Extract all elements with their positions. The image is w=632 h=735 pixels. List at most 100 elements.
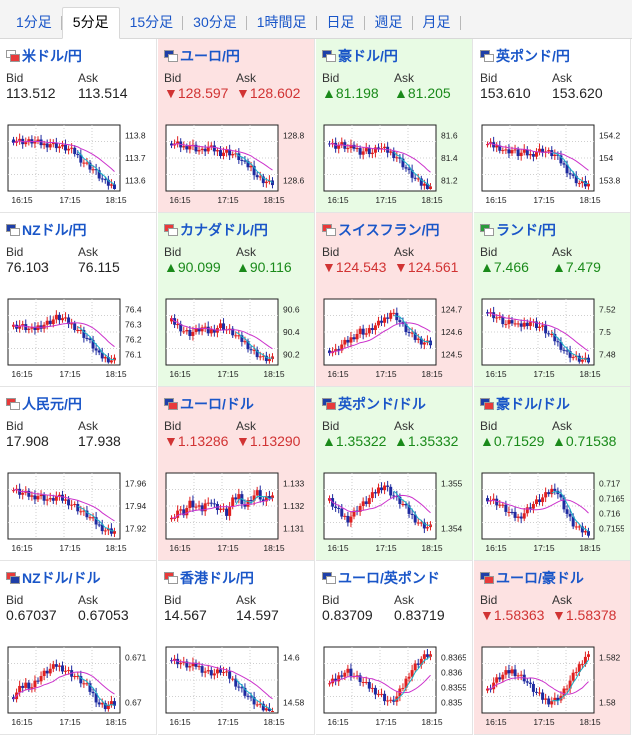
y-tick-label: 17.96 bbox=[125, 479, 147, 489]
currency-panel[interactable]: カナダドル/円 Bid Ask ▲90.099 ▲90.116 90.6 90.4 90.2 1… bbox=[158, 213, 315, 387]
pair-title[interactable]: NZドル/円 bbox=[6, 221, 87, 239]
candle-body bbox=[234, 497, 238, 500]
currency-panel[interactable]: 豪ドル/円 Bid Ask ▲81.198 ▲81.205 81.6 81.4 81.2 16:… bbox=[316, 39, 473, 213]
currency-panel[interactable]: ランド/円 Bid Ask ▲7.466 ▲7.479 7.52 7.5 7.48 16:15 1… bbox=[474, 213, 631, 387]
candle-body bbox=[27, 682, 31, 689]
candle-body bbox=[419, 178, 423, 186]
flag-icon bbox=[322, 224, 336, 236]
pair-title[interactable]: ユーロ/英ポンド bbox=[322, 569, 440, 587]
x-tick-label: 16:15 bbox=[169, 369, 191, 379]
candle-body bbox=[541, 148, 545, 153]
tab-15min[interactable]: 15分足 bbox=[120, 8, 184, 38]
pair-title[interactable]: ユーロ/ドル bbox=[164, 395, 254, 413]
price-chart[interactable]: 128.8 128.6 16:15 17:15 18:15 bbox=[162, 119, 308, 209]
moving-average-slow bbox=[13, 322, 115, 348]
currency-panel[interactable]: 豪ドル/ドル Bid Ask ▲0.71529 ▲0.71538 0.717 0.7165 0… bbox=[474, 387, 631, 561]
price-chart[interactable]: 17.96 17.94 17.92 16:15 17:15 18:15 bbox=[4, 467, 150, 557]
price-chart[interactable]: 90.6 90.4 90.2 16:15 17:15 18:15 bbox=[162, 293, 308, 383]
candle-body bbox=[519, 152, 523, 157]
currency-panel[interactable]: ユーロ/英ポンド Bid Ask 0.83709 0.83719 0.8365 0.836 0… bbox=[316, 561, 473, 735]
x-tick-label: 17:15 bbox=[375, 369, 397, 379]
currency-panel[interactable]: スイスフラン/円 Bid Ask ▼124.543 ▼124.561 124.7 124.6… bbox=[316, 213, 473, 387]
candle-body bbox=[258, 176, 262, 178]
candle-body bbox=[361, 681, 365, 683]
candle-body bbox=[389, 699, 393, 701]
down-arrow-icon: ▼ bbox=[552, 607, 566, 623]
price-chart[interactable]: 76.4 76.3 76.2 76.1 16:15 17:15 18:15 bbox=[4, 293, 150, 383]
currency-panel[interactable]: ユーロ/円 Bid Ask ▼128.597 ▼128.602 128.8 128.6 16:… bbox=[158, 39, 315, 213]
currency-panel[interactable]: ユーロ/ドル Bid Ask ▼1.13286 ▼1.13290 1.133 1.132 1.… bbox=[158, 387, 315, 561]
tab-weekly[interactable]: 週足 bbox=[365, 8, 413, 38]
currency-panel[interactable]: NZドル/円 Bid Ask 76.103 76.115 76.4 76.3 76.2 76.1… bbox=[0, 213, 157, 387]
candle-body bbox=[534, 691, 538, 693]
price-chart[interactable]: 7.52 7.5 7.48 16:15 17:15 18:15 bbox=[478, 293, 624, 383]
pair-title[interactable]: 英ポンド/ドル bbox=[322, 395, 426, 413]
pair-title[interactable]: ランド/円 bbox=[480, 221, 556, 239]
pair-title[interactable]: 米ドル/円 bbox=[6, 47, 82, 65]
tab-monthly[interactable]: 月足 bbox=[413, 8, 461, 38]
currency-panel[interactable]: 英ポンド/円 Bid Ask 153.610 153.620 154.2 154 153.8 1… bbox=[474, 39, 631, 213]
currency-grid: 米ドル/円 Bid Ask 113.512 113.514 113.8 113.7 113.6… bbox=[0, 39, 632, 735]
price-chart[interactable]: 1.133 1.132 1.131 16:15 17:15 18:15 bbox=[162, 467, 308, 557]
pair-name: ユーロ/英ポンド bbox=[338, 570, 440, 586]
currency-panel[interactable]: 英ポンド/ドル Bid Ask ▲1.35322 ▲1.35332 1.355 1.354 1… bbox=[316, 387, 473, 561]
ask-label: Ask bbox=[552, 245, 573, 259]
currency-panel[interactable]: 人民元/円 Bid Ask 17.908 17.938 17.96 17.94 17.92 16… bbox=[0, 387, 157, 561]
price-chart[interactable]: 14.6 14.58 16:15 17:15 18:15 bbox=[162, 641, 308, 731]
currency-panel[interactable]: 米ドル/円 Bid Ask 113.512 113.514 113.8 113.7 113.6… bbox=[0, 39, 157, 213]
price-chart[interactable]: 0.717 0.7165 0.716 0.7155 16:15 17:15 18:15 bbox=[478, 467, 624, 557]
currency-panel[interactable]: 香港ドル/円 Bid Ask 14.567 14.597 14.6 14.58 16:15 17… bbox=[158, 561, 315, 735]
x-tick-label: 17:15 bbox=[533, 369, 555, 379]
pair-title[interactable]: NZドル/ドル bbox=[6, 569, 101, 587]
pair-title[interactable]: 豪ドル/円 bbox=[322, 47, 398, 65]
tab-1min[interactable]: 1分足 bbox=[6, 8, 62, 38]
flag-icon bbox=[480, 224, 494, 236]
candle-body bbox=[255, 704, 259, 706]
price-chart[interactable]: 0.8365 0.836 0.8355 0.835 16:15 17:15 18:15 bbox=[320, 641, 466, 731]
candle-body bbox=[264, 181, 268, 184]
ask-number: 81.205 bbox=[407, 85, 451, 101]
price-chart[interactable]: 124.7 124.6 124.5 16:15 17:15 18:15 bbox=[320, 293, 466, 383]
pair-title[interactable]: スイスフラン/円 bbox=[322, 221, 439, 239]
price-chart[interactable]: 154.2 154 153.8 16:15 17:15 18:15 bbox=[478, 119, 624, 209]
price-chart[interactable]: 1.582 1.58 16:15 17:15 18:15 bbox=[478, 641, 624, 731]
tab-daily[interactable]: 日足 bbox=[317, 8, 365, 38]
candle-body bbox=[97, 524, 101, 526]
candle-body bbox=[73, 504, 77, 506]
candle-body bbox=[553, 697, 557, 702]
candle-body bbox=[218, 323, 222, 329]
currency-panel[interactable]: ユーロ/豪ドル Bid Ask ▼1.58363 ▼1.58378 1.582 1.58 16… bbox=[474, 561, 631, 735]
candle-body bbox=[343, 672, 347, 677]
pair-title[interactable]: ユーロ/円 bbox=[164, 47, 240, 65]
candle-body bbox=[203, 148, 207, 152]
candle-body bbox=[112, 531, 116, 534]
moving-average-fast bbox=[393, 315, 431, 344]
pair-title[interactable]: 香港ドル/円 bbox=[164, 569, 254, 587]
tab-5min[interactable]: 5分足 bbox=[61, 7, 120, 39]
price-chart[interactable]: 81.6 81.4 81.2 16:15 17:15 18:15 bbox=[320, 119, 466, 209]
price-chart[interactable]: 0.671 0.67 16:15 17:15 18:15 bbox=[4, 641, 150, 731]
x-tick-label: 17:15 bbox=[59, 717, 81, 727]
pair-title[interactable]: 人民元/円 bbox=[6, 395, 82, 413]
ask-label: Ask bbox=[78, 71, 99, 85]
pair-title[interactable]: ユーロ/豪ドル bbox=[480, 569, 584, 587]
pair-title[interactable]: 英ポンド/円 bbox=[480, 47, 570, 65]
bid-label: Bid bbox=[164, 593, 182, 607]
candle-body bbox=[67, 317, 71, 325]
candle-body bbox=[231, 328, 235, 336]
candle-body bbox=[27, 139, 31, 143]
candle-body bbox=[410, 169, 414, 178]
bid-number: 1.58363 bbox=[493, 607, 545, 623]
price-chart[interactable]: 113.8 113.7 113.6 16:15 17:15 18:15 bbox=[4, 119, 150, 209]
currency-panel[interactable]: NZドル/ドル Bid Ask 0.67037 0.67053 0.671 0.67 16:1… bbox=[0, 561, 157, 735]
pair-title[interactable]: 豪ドル/ドル bbox=[480, 395, 570, 413]
pair-title[interactable]: カナダドル/円 bbox=[164, 221, 268, 239]
y-tick-label: 0.717 bbox=[599, 479, 621, 489]
candle-body bbox=[507, 670, 511, 674]
tab-30min[interactable]: 30分足 bbox=[183, 8, 247, 38]
tab-1hour[interactable]: 1時間足 bbox=[247, 8, 317, 38]
candle-body bbox=[398, 320, 402, 323]
moving-average-fast bbox=[235, 678, 273, 711]
moving-average-slow bbox=[171, 498, 273, 519]
price-chart[interactable]: 1.355 1.354 16:15 17:15 18:15 bbox=[320, 467, 466, 557]
